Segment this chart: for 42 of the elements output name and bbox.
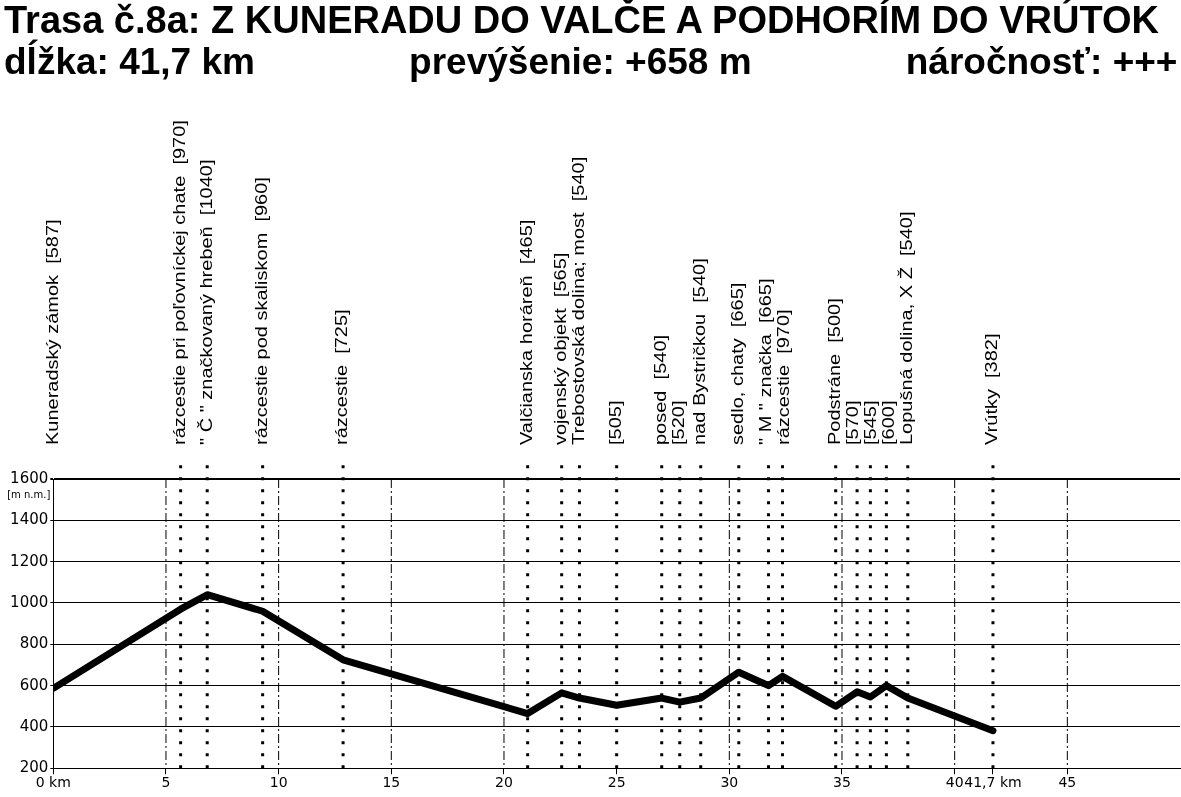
- y-tick-label: 1400: [10, 510, 49, 529]
- y-tick-label: 600: [19, 675, 49, 694]
- ref-line-label: rázcestie [970]: [774, 309, 793, 445]
- ref-line-label: rázcestie [725]: [333, 309, 352, 445]
- ref-line-label: Valčianska horáreň [465]: [517, 219, 536, 445]
- chart-subtitle: dĺžka: 41,7 km prevýšenie: +658 m náročnosť: +++: [4, 41, 1178, 82]
- ref-line-label: nad Bystričkou [540]: [690, 258, 709, 445]
- x-tick-label: 10: [269, 774, 288, 791]
- ref-line-label: " Č " značkovaný hrebeň [1040]: [196, 159, 216, 445]
- y-tick-label: 200: [19, 758, 49, 777]
- y-tick-label: 800: [19, 634, 49, 653]
- ref-line-label: Vrútky [382]: [983, 333, 1001, 445]
- text: [520]: [670, 400, 688, 445]
- x-tick-label: 25: [607, 774, 626, 791]
- text: [505]: [606, 400, 625, 445]
- x-tick-label: 5: [161, 774, 171, 791]
- x-tick-label: 40: [945, 774, 964, 791]
- text: [570]: [843, 400, 862, 445]
- text: [600]: [879, 400, 898, 445]
- x-tick-label: 20: [495, 774, 513, 791]
- ref-line-label: rázcestie pri poľovníckej chate [970]: [170, 120, 189, 445]
- x-tick-label: 45: [1058, 774, 1077, 791]
- ref-line-label: Podstráne [500]: [825, 298, 844, 445]
- text: Kuneradský zámok [587]: [43, 219, 62, 445]
- ref-line-label: vojenský objekt [565]: [551, 252, 570, 445]
- y-axis-title: [m n.m.]: [7, 488, 51, 500]
- y-tick-label: 1000: [10, 592, 49, 611]
- ref-line-label: " M " značka [665]: [756, 278, 775, 445]
- ref-line-label: posed [540]: [651, 334, 670, 445]
- ref-line-label: rázcestie pod skaliskom [960]: [252, 177, 271, 445]
- y-tick-label: 400: [19, 716, 49, 735]
- y-tick-label: 1200: [10, 551, 49, 570]
- x-tick-label: 15: [382, 774, 401, 791]
- x-tick-label: 41,7 km: [964, 774, 1022, 791]
- x-tick-label: 30: [720, 774, 739, 791]
- ref-line-label: sedlo, chaty [665]: [729, 282, 747, 445]
- ref-line-label: Trebostovská dolina; most [540]: [569, 156, 588, 445]
- x-tick-label: 0 km: [35, 774, 71, 791]
- ref-line-label: Lopušná dolina, X Ž [540]: [898, 211, 916, 445]
- text: [545]: [861, 400, 880, 445]
- x-tick-label: 35: [833, 774, 851, 791]
- y-tick-label: 1600: [10, 468, 49, 487]
